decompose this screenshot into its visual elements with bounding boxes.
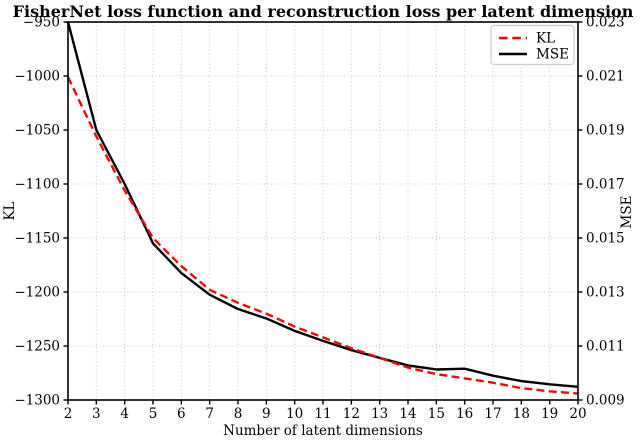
y-left-tick-label: −950	[23, 15, 60, 31]
y-left-tick-label: −1050	[14, 123, 60, 139]
y-right-tick-label: 0.009	[586, 393, 625, 409]
x-tick-label: 10	[286, 406, 303, 422]
x-tick-label: 17	[484, 406, 501, 422]
kl-line	[66, 76, 579, 395]
x-tick-label: 11	[314, 406, 331, 422]
y-left-tick-label: −1250	[14, 339, 60, 355]
plot-border	[67, 21, 579, 401]
x-tick-label: 3	[92, 406, 101, 422]
x-tick-label: 13	[371, 406, 388, 422]
y-left-tick-label: −1300	[14, 393, 60, 409]
y-right-tick-label: 0.013	[586, 285, 625, 301]
x-tick-label: 16	[456, 406, 473, 422]
x-tick-label: 12	[343, 406, 360, 422]
grid-layer	[67, 21, 579, 401]
y-axis-label-right: MSE	[619, 196, 635, 229]
series-layer	[66, 21, 579, 395]
y-left-tick-label: −1200	[14, 285, 60, 301]
x-tick-label: 4	[120, 406, 129, 422]
y-left-tick-label: −1100	[14, 177, 60, 193]
legend-mse-label: MSE	[536, 47, 569, 63]
x-tick-label: 14	[399, 406, 416, 422]
x-tick-label: 5	[149, 406, 158, 422]
x-tick-label: 7	[205, 406, 214, 422]
y-left-tick-label: −1000	[14, 69, 60, 85]
y-right-tick-label: 0.019	[586, 123, 625, 139]
x-tick-label: 8	[234, 406, 243, 422]
mse-line	[66, 21, 579, 388]
legend: KL MSE	[490, 24, 575, 66]
chart-title: FisherNet loss function and reconstructi…	[13, 2, 634, 21]
legend-kl-label: KL	[536, 31, 555, 47]
x-tick-label: 2	[64, 406, 73, 422]
y-axis-label-left: KL	[2, 201, 18, 220]
x-tick-label: 20	[569, 406, 586, 422]
x-tick-label: 6	[177, 406, 186, 422]
y-right-tick-label: 0.011	[586, 339, 625, 355]
tick-layer: 2 3 4 5 6 7 8 9 10 11 12 13 14 15 16 17 18 19 20 −950 −1000 −…	[14, 15, 624, 423]
y-left-tick-label: −1150	[14, 231, 60, 247]
y-right-tick-label: 0.015	[586, 231, 625, 247]
x-tick-label: 19	[541, 406, 558, 422]
y-right-tick-label: 0.023	[586, 15, 625, 31]
x-axis-label: Number of latent dimensions	[223, 423, 423, 439]
x-tick-label: 9	[262, 406, 271, 422]
x-tick-label: 15	[428, 406, 445, 422]
x-tick-label: 18	[513, 406, 530, 422]
y-right-tick-label: 0.021	[586, 69, 625, 85]
y-right-tick-label: 0.017	[586, 177, 625, 193]
